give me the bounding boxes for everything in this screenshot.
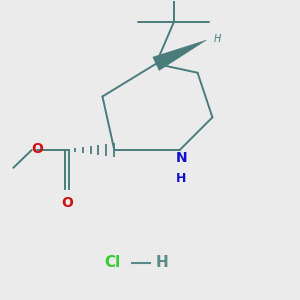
- Text: H: H: [156, 255, 169, 270]
- Text: O: O: [61, 196, 73, 210]
- Polygon shape: [153, 40, 206, 70]
- Text: O: O: [31, 142, 43, 155]
- Text: H: H: [214, 34, 221, 44]
- Text: Cl: Cl: [104, 255, 120, 270]
- Text: H: H: [176, 172, 186, 185]
- Text: N: N: [176, 152, 187, 166]
